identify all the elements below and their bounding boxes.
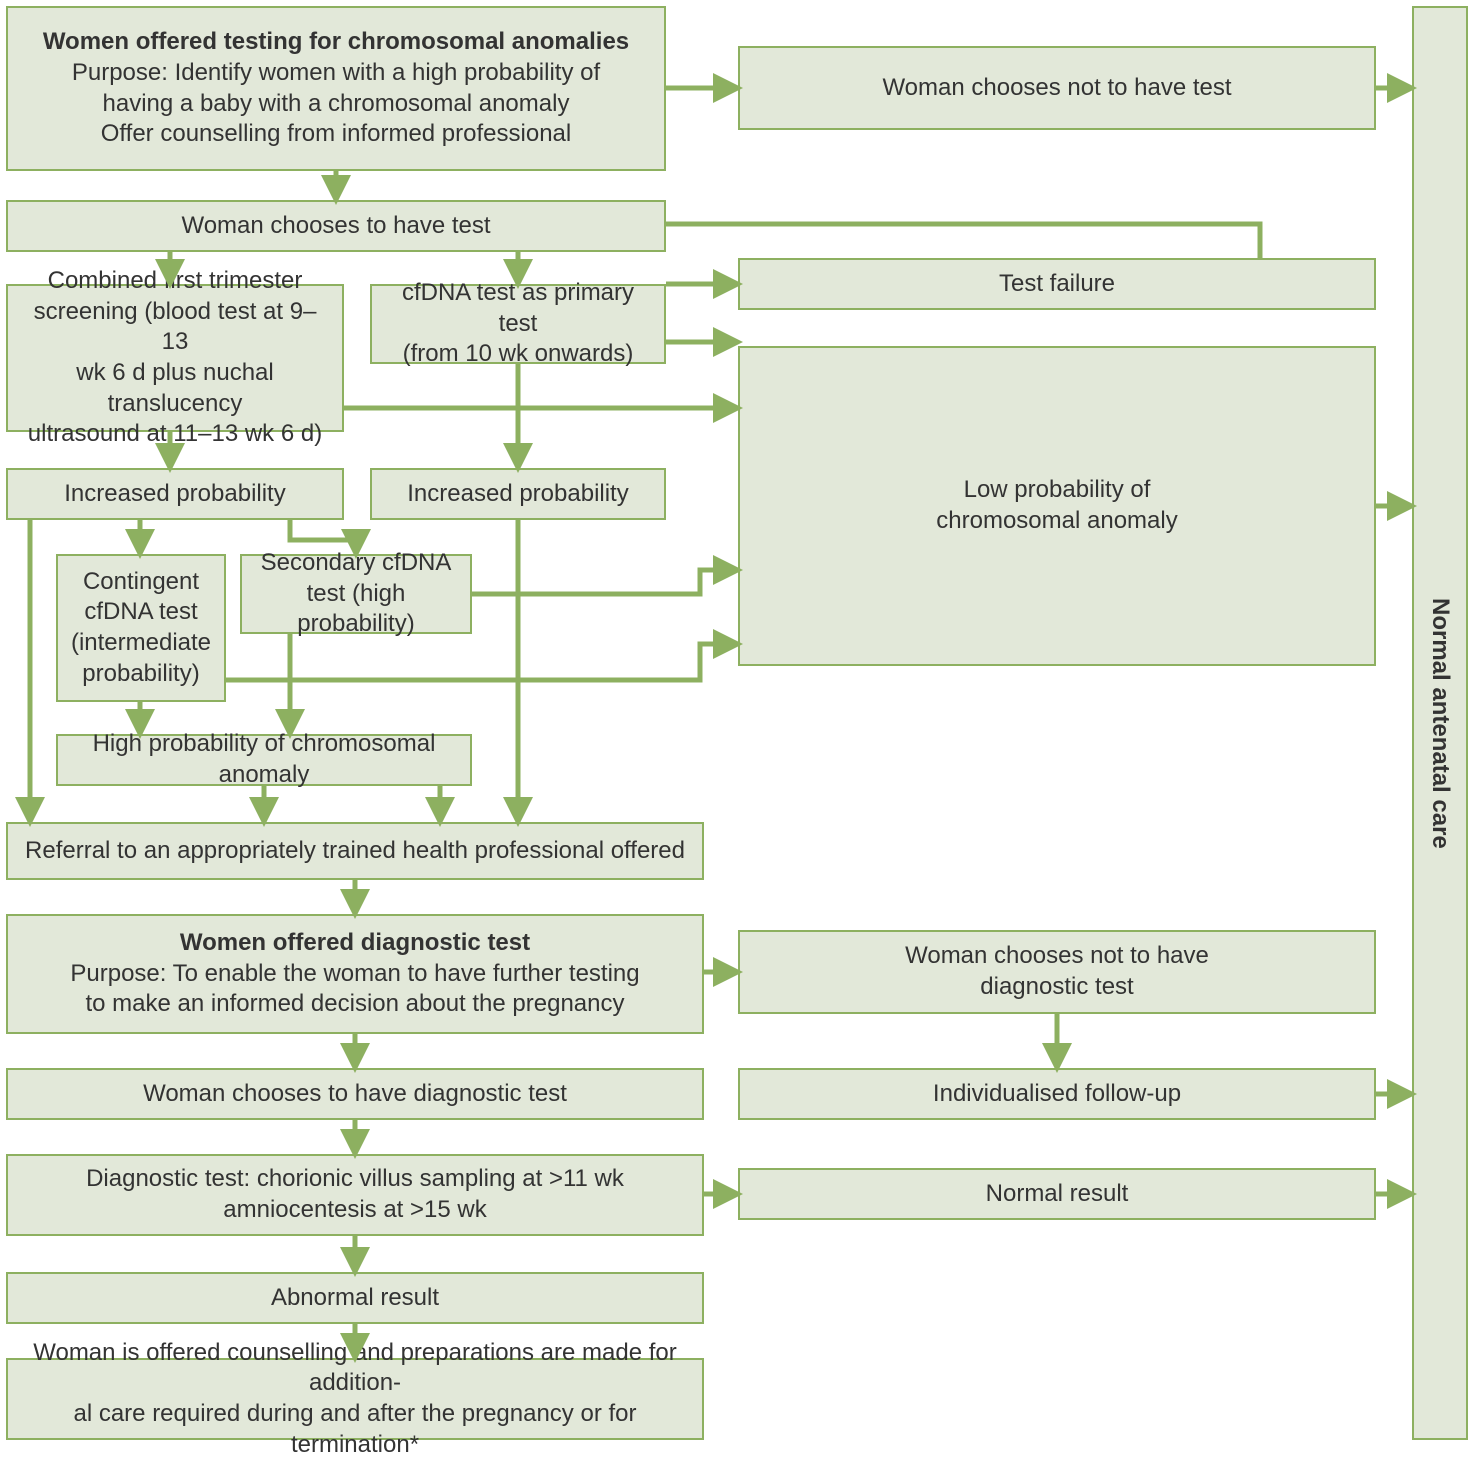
node-text: cfDNA test as primary test — [386, 278, 650, 339]
node-text: Contingent — [83, 567, 199, 598]
node-chooses-diagnostic: Woman chooses to have diagnostic test — [6, 1068, 704, 1120]
node-text: al care required during and after the pr… — [22, 1399, 688, 1460]
node-secondary-cfdna: Secondary cfDNAtest (high probability) — [240, 554, 472, 634]
node-text: Purpose: Identify women with a high prob… — [72, 58, 600, 89]
node-text: Combined first trimester — [48, 266, 303, 297]
node-text: Secondary cfDNA — [261, 548, 452, 579]
node-text: amniocentesis at >15 wk — [223, 1195, 486, 1226]
node-text: screening (blood test at 9–13 — [22, 297, 328, 358]
node-text: Normal result — [986, 1179, 1129, 1210]
node-increased-prob-2: Increased probability — [370, 468, 666, 520]
node-contingent-cfdna: ContingentcfDNA test(intermediateprobabi… — [56, 554, 226, 702]
node-referral: Referral to an appropriately trained hea… — [6, 822, 704, 880]
node-text: probability) — [82, 659, 199, 690]
node-text: test (high probability) — [256, 579, 456, 640]
node-text: chromosomal anomaly — [936, 506, 1177, 537]
node-text: Woman chooses not to have test — [882, 73, 1231, 104]
node-counselling: Woman is offered counselling and prepara… — [6, 1358, 704, 1440]
sidebar-normal-antenatal-care: Normal antenatal care — [1412, 6, 1468, 1440]
node-text: wk 6 d plus nuchal translucency — [22, 358, 328, 419]
node-text: Woman chooses to have test — [181, 211, 490, 242]
node-text: Woman chooses to have diagnostic test — [143, 1079, 567, 1110]
node-text: Increased probability — [407, 479, 628, 510]
node-diagnostic-test: Diagnostic test: chorionic villus sampli… — [6, 1154, 704, 1236]
node-text: Woman chooses not to have — [905, 941, 1209, 972]
node-text: Offer counselling from informed professi… — [101, 119, 571, 150]
node-text: (from 10 wk onwards) — [403, 339, 634, 370]
node-chooses-not-test: Woman chooses not to have test — [738, 46, 1376, 130]
node-text: diagnostic test — [980, 972, 1133, 1003]
node-text: Purpose: To enable the woman to have fur… — [70, 959, 639, 990]
node-low-prob: Low probability ofchromosomal anomaly — [738, 346, 1376, 666]
node-text: Women offered diagnostic test — [180, 928, 530, 959]
node-text: Individualised follow-up — [933, 1079, 1181, 1110]
node-text: Low probability of — [964, 475, 1151, 506]
node-text: ultrasound at 11–13 wk 6 d) — [28, 419, 322, 450]
node-chooses-test: Woman chooses to have test — [6, 200, 666, 252]
node-combined-screening: Combined first trimesterscreening (blood… — [6, 284, 344, 432]
node-text: having a baby with a chromosomal anomaly — [103, 89, 570, 120]
node-text: (intermediate — [71, 628, 211, 659]
node-test-failure: Test failure — [738, 258, 1376, 310]
node-individualised-followup: Individualised follow-up — [738, 1068, 1376, 1120]
node-text: cfDNA test — [84, 597, 197, 628]
node-normal-result: Normal result — [738, 1168, 1376, 1220]
node-text: Increased probability — [64, 479, 285, 510]
node-text: Test failure — [999, 269, 1115, 300]
node-text: High probability of chromosomal anomaly — [72, 729, 456, 790]
node-cfdna-primary: cfDNA test as primary test(from 10 wk on… — [370, 284, 666, 364]
node-text: Woman is offered counselling and prepara… — [22, 1338, 688, 1399]
node-text: Referral to an appropriately trained hea… — [25, 836, 685, 867]
node-high-prob: High probability of chromosomal anomaly — [56, 734, 472, 786]
node-chooses-not-diagnostic: Woman chooses not to havediagnostic test — [738, 930, 1376, 1014]
node-abnormal-result: Abnormal result — [6, 1272, 704, 1324]
node-text: Diagnostic test: chorionic villus sampli… — [86, 1164, 624, 1195]
node-text: Women offered testing for chromosomal an… — [43, 27, 629, 58]
node-text: to make an informed decision about the p… — [85, 989, 624, 1020]
node-offered-testing: Women offered testing for chromosomal an… — [6, 6, 666, 171]
node-text: Abnormal result — [271, 1283, 439, 1314]
node-increased-prob-1: Increased probability — [6, 468, 344, 520]
node-offered-diagnostic: Women offered diagnostic testPurpose: To… — [6, 914, 704, 1034]
